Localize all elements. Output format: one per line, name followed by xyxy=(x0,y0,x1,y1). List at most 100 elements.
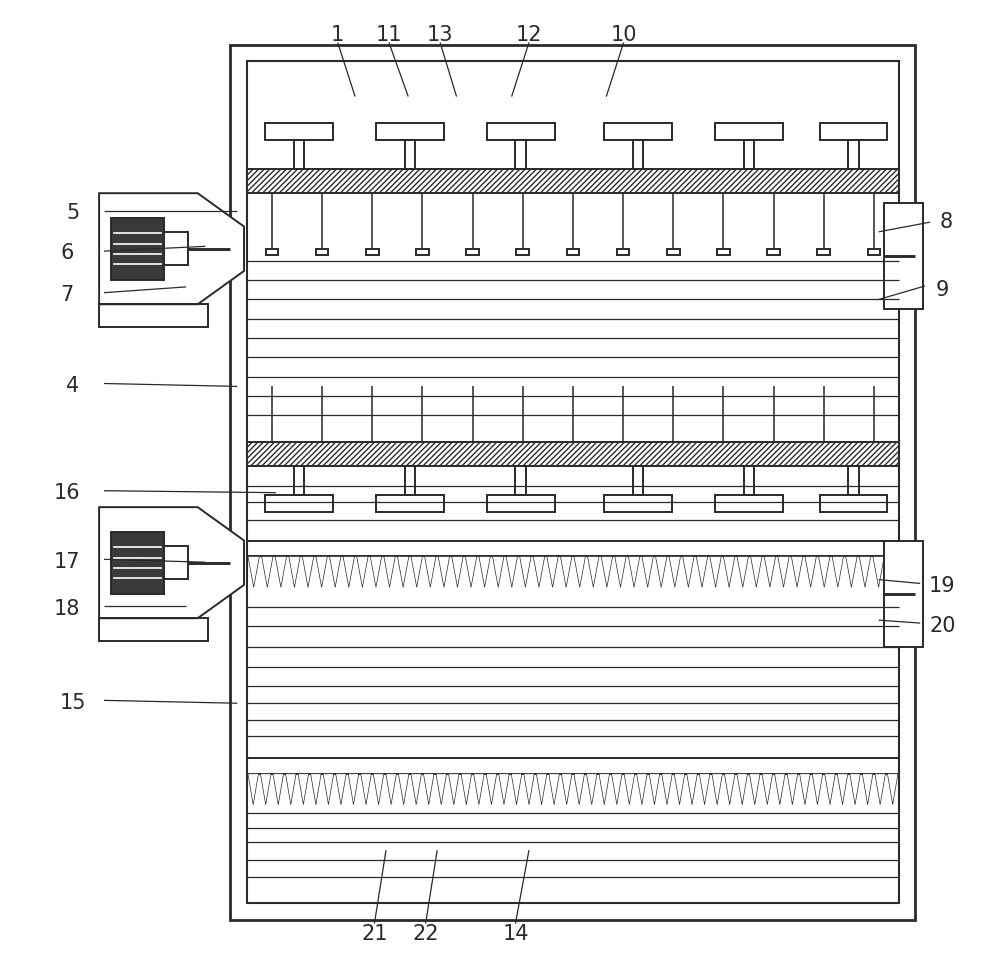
Polygon shape xyxy=(343,556,354,587)
Text: 22: 22 xyxy=(412,924,439,944)
Text: 12: 12 xyxy=(516,25,542,44)
Polygon shape xyxy=(289,556,300,587)
Text: 14: 14 xyxy=(502,924,529,944)
Bar xyxy=(405,466,415,495)
Polygon shape xyxy=(819,556,830,587)
Polygon shape xyxy=(262,556,273,587)
Bar xyxy=(265,123,333,140)
Polygon shape xyxy=(791,556,803,587)
Bar xyxy=(294,466,304,495)
Polygon shape xyxy=(615,556,626,587)
Polygon shape xyxy=(461,774,472,805)
Bar xyxy=(884,541,923,647)
Polygon shape xyxy=(624,774,635,805)
Polygon shape xyxy=(712,774,722,805)
Bar xyxy=(767,249,780,255)
Polygon shape xyxy=(586,774,597,805)
Polygon shape xyxy=(286,774,296,805)
Bar xyxy=(487,123,555,140)
Polygon shape xyxy=(812,774,823,805)
Bar xyxy=(884,203,923,309)
Polygon shape xyxy=(723,556,735,587)
Polygon shape xyxy=(637,774,647,805)
Polygon shape xyxy=(449,774,459,805)
Text: 19: 19 xyxy=(929,577,956,596)
Bar xyxy=(405,140,415,169)
Polygon shape xyxy=(493,556,504,587)
Bar xyxy=(820,495,887,512)
Polygon shape xyxy=(656,556,667,587)
Polygon shape xyxy=(549,774,559,805)
Text: 7: 7 xyxy=(61,285,74,304)
Text: 10: 10 xyxy=(610,25,637,44)
Polygon shape xyxy=(669,556,681,587)
Bar xyxy=(515,140,526,169)
Polygon shape xyxy=(311,774,321,805)
Polygon shape xyxy=(298,774,309,805)
Polygon shape xyxy=(323,774,334,805)
Bar xyxy=(164,546,188,580)
Polygon shape xyxy=(486,774,497,805)
Polygon shape xyxy=(762,774,773,805)
Bar xyxy=(715,123,783,140)
Polygon shape xyxy=(887,774,898,805)
Polygon shape xyxy=(628,556,640,587)
Bar xyxy=(99,618,208,641)
Text: 20: 20 xyxy=(929,616,956,636)
Polygon shape xyxy=(674,774,685,805)
Polygon shape xyxy=(850,774,860,805)
Bar xyxy=(376,123,444,140)
Polygon shape xyxy=(749,774,760,805)
Bar xyxy=(848,140,859,169)
Polygon shape xyxy=(886,556,898,587)
Bar xyxy=(848,466,859,495)
Polygon shape xyxy=(370,556,382,587)
Polygon shape xyxy=(384,556,395,587)
Polygon shape xyxy=(599,774,610,805)
Polygon shape xyxy=(778,556,789,587)
Polygon shape xyxy=(499,774,509,805)
Polygon shape xyxy=(561,774,572,805)
Polygon shape xyxy=(859,556,871,587)
Bar xyxy=(604,495,672,512)
Polygon shape xyxy=(588,556,599,587)
Polygon shape xyxy=(687,774,697,805)
Bar xyxy=(515,466,526,495)
Polygon shape xyxy=(805,556,816,587)
Polygon shape xyxy=(260,774,271,805)
Polygon shape xyxy=(574,556,585,587)
Bar xyxy=(230,45,915,920)
Bar xyxy=(366,249,379,255)
Polygon shape xyxy=(361,774,371,805)
Text: 1: 1 xyxy=(331,25,344,44)
Bar xyxy=(667,249,680,255)
Polygon shape xyxy=(846,556,857,587)
Polygon shape xyxy=(436,774,447,805)
Polygon shape xyxy=(862,774,873,805)
Polygon shape xyxy=(386,774,396,805)
Polygon shape xyxy=(479,556,490,587)
Bar xyxy=(868,249,880,255)
Bar xyxy=(247,541,899,556)
Polygon shape xyxy=(357,556,368,587)
Polygon shape xyxy=(330,556,341,587)
Bar xyxy=(294,140,304,169)
Polygon shape xyxy=(411,556,422,587)
Bar xyxy=(376,495,444,512)
Bar xyxy=(247,758,899,774)
Polygon shape xyxy=(302,556,314,587)
Polygon shape xyxy=(373,774,384,805)
Polygon shape xyxy=(764,556,776,587)
Bar xyxy=(247,442,899,466)
Polygon shape xyxy=(837,774,848,805)
Bar xyxy=(516,249,529,255)
Polygon shape xyxy=(875,774,885,805)
Polygon shape xyxy=(825,774,835,805)
Polygon shape xyxy=(560,556,572,587)
Polygon shape xyxy=(737,774,747,805)
Polygon shape xyxy=(737,556,748,587)
Polygon shape xyxy=(465,556,477,587)
Polygon shape xyxy=(601,556,613,587)
Bar xyxy=(164,232,188,266)
Polygon shape xyxy=(536,774,547,805)
